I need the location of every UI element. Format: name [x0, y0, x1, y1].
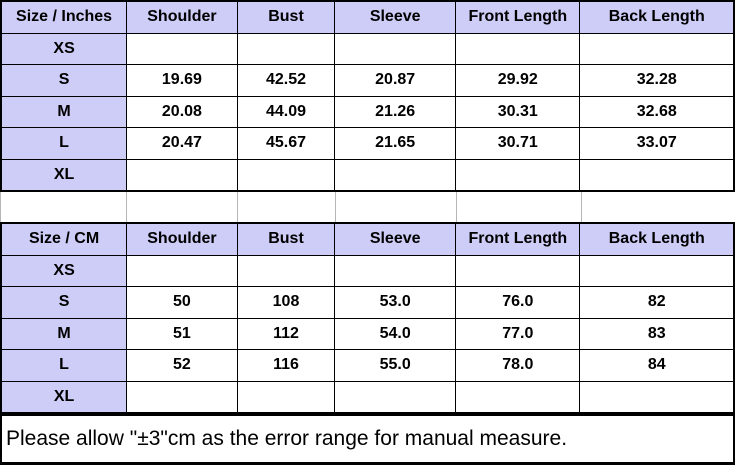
- column-header: Bust: [236, 0, 336, 34]
- measurement-cell: [455, 380, 581, 414]
- size-label: XL: [0, 380, 128, 414]
- measurement-cell: 116: [236, 349, 336, 382]
- column-header: Front Length: [455, 222, 581, 256]
- measure-note: Please allow "±3"cm as the error range f…: [0, 414, 735, 465]
- size-label: M: [0, 95, 128, 128]
- measurement-cell: 21.65: [334, 127, 457, 160]
- measurement-cell: 30.31: [455, 95, 581, 128]
- column-header: Shoulder: [126, 222, 238, 256]
- size-label: XL: [0, 158, 128, 192]
- column-header: Size / Inches: [0, 0, 128, 34]
- measurement-cell: 78.0: [455, 349, 581, 382]
- table-gap-row: [0, 192, 735, 222]
- gap-cell: [238, 192, 336, 222]
- measurement-cell: 82: [579, 286, 735, 319]
- size-table-inches: Size / Inches Shoulder Bust Sleeve Front Len…: [0, 0, 735, 192]
- measurement-cell: 55.0: [334, 349, 457, 382]
- measurement-cell: [126, 254, 238, 287]
- table-row: S 50 108 53.0 76.0 82: [0, 286, 735, 319]
- table-row: XS: [0, 32, 735, 65]
- measurement-cell: 112: [236, 317, 336, 350]
- measurement-cell: 84: [579, 349, 735, 382]
- measurement-cell: 20.08: [126, 95, 238, 128]
- measurement-cell: 54.0: [334, 317, 457, 350]
- measurement-cell: 83: [579, 317, 735, 350]
- size-label: M: [0, 317, 128, 350]
- measurement-cell: [579, 380, 735, 414]
- size-label: XS: [0, 254, 128, 287]
- measurement-cell: [579, 254, 735, 287]
- size-label: S: [0, 64, 128, 97]
- gap-cell: [582, 192, 735, 222]
- column-header: Front Length: [455, 0, 581, 34]
- measurement-cell: [579, 32, 735, 65]
- measurement-cell: 30.71: [455, 127, 581, 160]
- column-header: Back Length: [579, 222, 735, 256]
- measurement-cell: 76.0: [455, 286, 581, 319]
- measurement-cell: 19.69: [126, 64, 238, 97]
- measurement-cell: [455, 254, 581, 287]
- table-row: L 52 116 55.0 78.0 84: [0, 349, 735, 382]
- gap-cell: [336, 192, 457, 222]
- measurement-cell: 29.92: [455, 64, 581, 97]
- column-header: Size / CM: [0, 222, 128, 256]
- measurement-cell: [455, 32, 581, 65]
- size-table-cm: Size / CM Shoulder Bust Sleeve Front Length B…: [0, 222, 735, 414]
- measurement-cell: [579, 158, 735, 192]
- column-header: Back Length: [579, 0, 735, 34]
- header-row: Size / Inches Shoulder Bust Sleeve Front Len…: [0, 0, 735, 34]
- measurement-cell: 52: [126, 349, 238, 382]
- measurement-cell: 45.67: [236, 127, 336, 160]
- measurement-cell: 32.28: [579, 64, 735, 97]
- measurement-cell: 33.07: [579, 127, 735, 160]
- table-row: M 20.08 44.09 21.26 30.31 32.68: [0, 95, 735, 128]
- measurement-cell: 108: [236, 286, 336, 319]
- measurement-cell: [236, 32, 336, 65]
- measurement-cell: 42.52: [236, 64, 336, 97]
- measurement-cell: 51: [126, 317, 238, 350]
- measurement-cell: [126, 380, 238, 414]
- gap-cell: [0, 192, 127, 222]
- table-row: XL: [0, 380, 735, 414]
- measurement-cell: 50: [126, 286, 238, 319]
- measurement-cell: [236, 158, 336, 192]
- measurement-cell: [334, 254, 457, 287]
- measurement-cell: [126, 158, 238, 192]
- column-header: Sleeve: [334, 222, 457, 256]
- measurement-cell: [236, 254, 336, 287]
- table-row: XL: [0, 158, 735, 192]
- column-header: Sleeve: [334, 0, 457, 34]
- header-row: Size / CM Shoulder Bust Sleeve Front Length B…: [0, 222, 735, 256]
- table-row: XS: [0, 254, 735, 287]
- gap-cell: [457, 192, 582, 222]
- table-row: S 19.69 42.52 20.87 29.92 32.28: [0, 64, 735, 97]
- measurement-cell: 21.26: [334, 95, 457, 128]
- measurement-cell: [126, 32, 238, 65]
- column-header: Bust: [236, 222, 336, 256]
- size-label: S: [0, 286, 128, 319]
- measurement-cell: [334, 380, 457, 414]
- measurement-cell: [455, 158, 581, 192]
- column-header: Shoulder: [126, 0, 238, 34]
- measurement-cell: 53.0: [334, 286, 457, 319]
- measurement-cell: [236, 380, 336, 414]
- measurement-cell: 32.68: [579, 95, 735, 128]
- measurement-cell: [334, 32, 457, 65]
- size-label: L: [0, 349, 128, 382]
- measurement-cell: 44.09: [236, 95, 336, 128]
- measurement-cell: 20.87: [334, 64, 457, 97]
- measurement-cell: 77.0: [455, 317, 581, 350]
- measurement-cell: 20.47: [126, 127, 238, 160]
- size-label: XS: [0, 32, 128, 65]
- measurement-cell: [334, 158, 457, 192]
- gap-cell: [127, 192, 238, 222]
- size-label: L: [0, 127, 128, 160]
- table-row: L 20.47 45.67 21.65 30.71 33.07: [0, 127, 735, 160]
- table-row: M 51 112 54.0 77.0 83: [0, 317, 735, 350]
